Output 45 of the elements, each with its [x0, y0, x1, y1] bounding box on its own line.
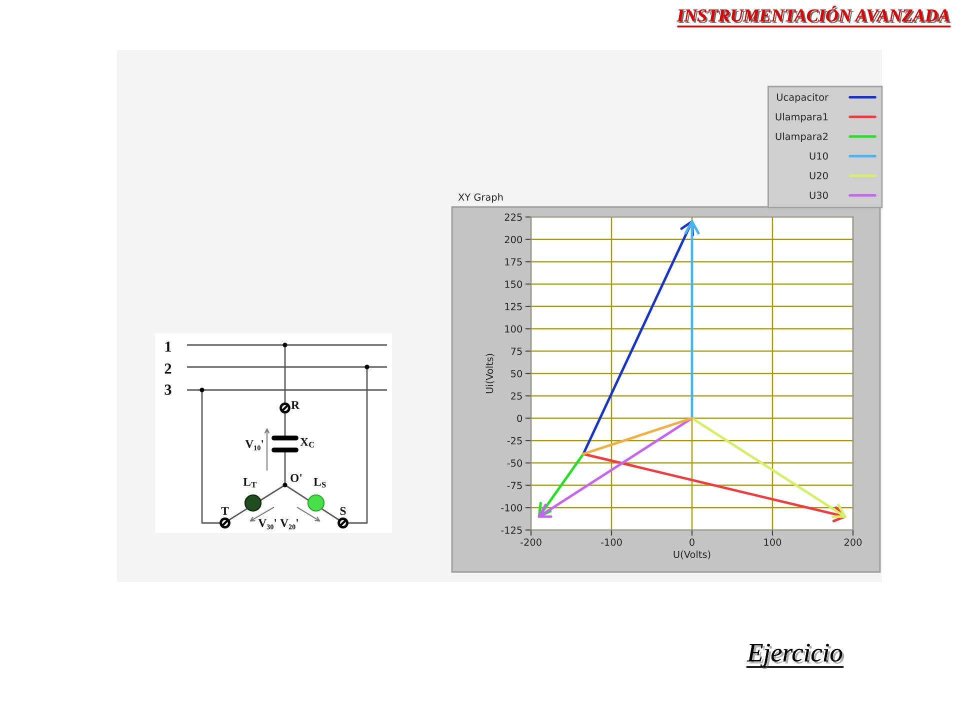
x-tick-label: 200	[844, 538, 862, 546]
y-tick-label: 50	[511, 370, 522, 378]
y-tick-label: 175	[505, 258, 522, 266]
y-tick-label: 75	[511, 348, 522, 355]
text: 3	[164, 384, 172, 395]
legend-label: U20	[810, 172, 828, 180]
y-tick-label: 150	[505, 280, 522, 288]
text: Ejercicio	[746, 644, 844, 670]
y-tick-label: 200	[504, 236, 522, 244]
y-tick-label: -50	[507, 459, 522, 467]
text: O'	[290, 474, 302, 482]
legend-label: U10	[810, 152, 828, 160]
text: S	[340, 507, 346, 515]
chart-title: XY Graph	[458, 193, 503, 203]
y-tick-label: -100	[501, 504, 522, 512]
text: INSTRUMENTACIÓN AVANZADA	[676, 6, 951, 24]
x-tick-label: 100	[764, 538, 782, 546]
y-tick-label: 100	[505, 325, 522, 333]
legend-label: Ucapacitor	[777, 93, 829, 103]
y-tick-label: -75	[507, 482, 522, 490]
y-tick-label: 125	[505, 302, 522, 310]
text: L$_{T}$	[243, 478, 256, 488]
text: L$_{S}$	[314, 478, 326, 488]
text: X$_{C}$	[300, 438, 314, 448]
line-series	[582, 452, 846, 522]
y-tick-label: -125	[501, 526, 522, 534]
legend-label: U30	[810, 192, 828, 199]
legend-label: Ulampara2	[776, 132, 828, 142]
y-tick-label: 225	[504, 213, 522, 221]
text: V₂₀'	[280, 519, 298, 530]
text: 1	[165, 342, 172, 352]
legend-label: Ulampara1	[776, 112, 828, 122]
y-tick-label: 0	[517, 414, 522, 422]
text: 2	[164, 364, 172, 374]
text: T	[221, 507, 229, 515]
x-tick-label: -200	[520, 538, 542, 546]
x-axis-title: U(Volts)	[674, 550, 710, 560]
text: R	[291, 401, 300, 409]
y-tick-label: 25	[511, 392, 522, 400]
text: V₁₀'	[245, 440, 264, 450]
x-tick-label: 0	[690, 538, 694, 546]
y-tick-label: -25	[507, 437, 522, 444]
text: V₃₀'	[258, 519, 276, 530]
y-axis-title: Ui(Volts)	[486, 354, 494, 394]
x-tick-label: -100	[600, 538, 622, 546]
